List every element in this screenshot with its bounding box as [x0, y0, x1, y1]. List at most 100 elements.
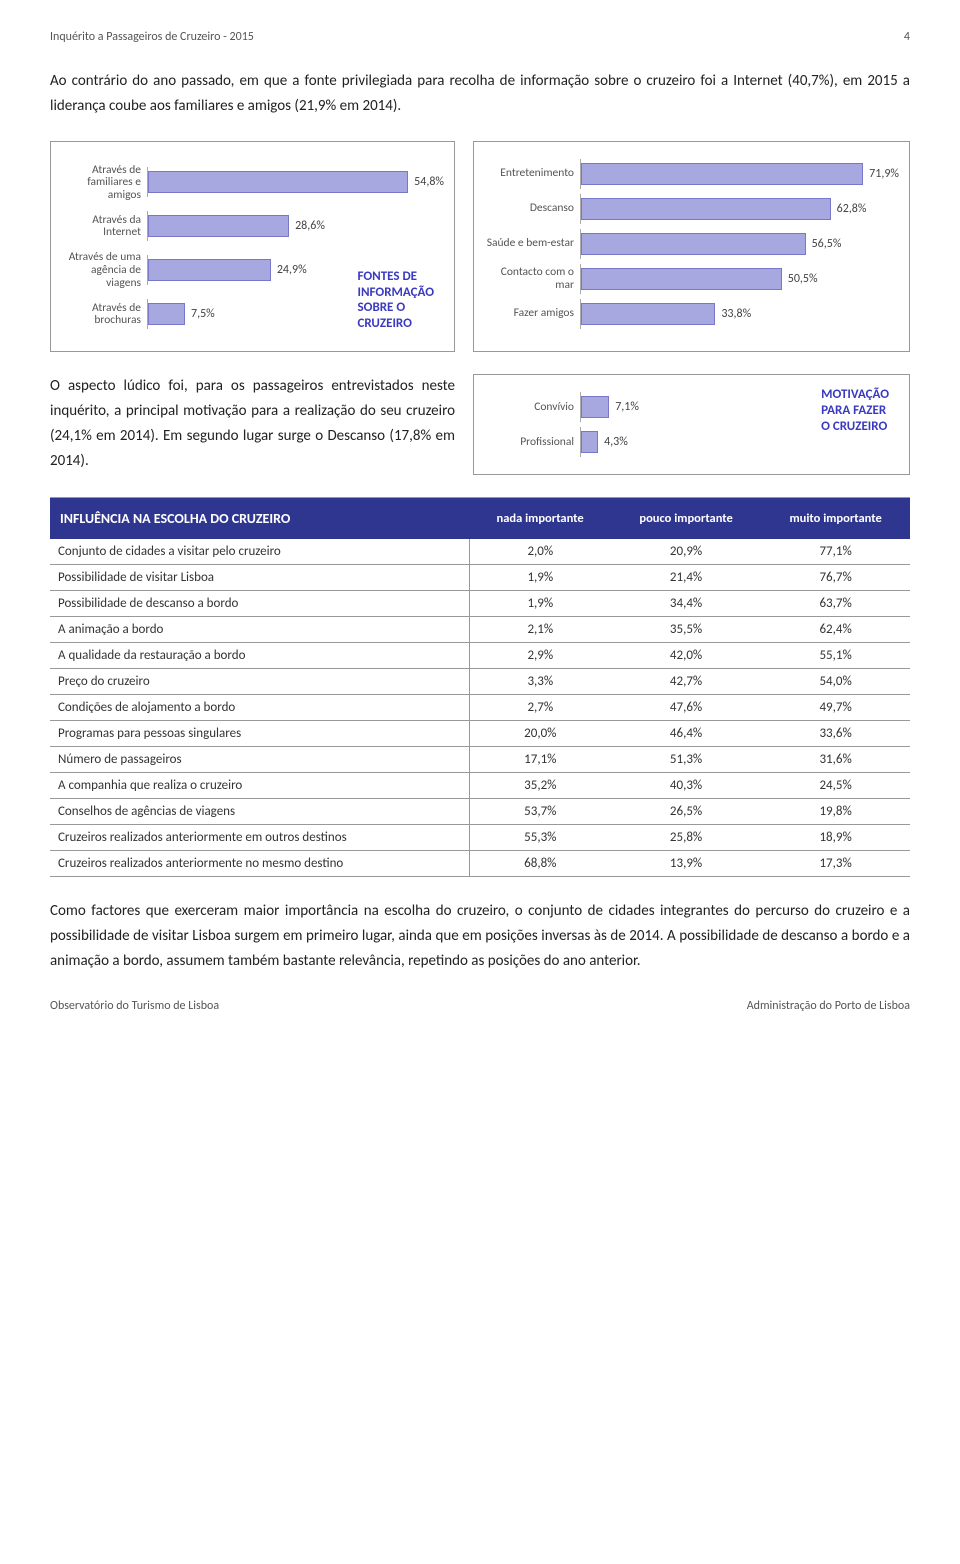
- chart-bar-row: Descanso 62,8%: [480, 194, 899, 224]
- chart-bar-track: 56,5%: [580, 229, 899, 259]
- chart-bar-fill: [581, 303, 715, 325]
- table-cell: 26,5%: [611, 799, 761, 825]
- table-title: INFLUÊNCIA NA ESCOLHA DO CRUZEIRO: [50, 498, 469, 539]
- table-row-label: Cruzeiros realizados anteriormente em ou…: [50, 825, 469, 851]
- chart-bar-fill: [581, 198, 831, 220]
- chart-bar-fill: [581, 163, 863, 185]
- footer-left: Observatório do Turismo de Lisboa: [50, 999, 219, 1013]
- chart-bar-label: Através de familiares e amigos: [57, 164, 147, 202]
- table-row-label: Possibilidade de descanso a bordo: [50, 591, 469, 617]
- table-row: Cruzeiros realizados anteriormente no me…: [50, 851, 910, 877]
- table-cell: 49,7%: [761, 695, 910, 721]
- chart-bar-track: 54,8%: [147, 167, 444, 197]
- chart-bar-value: 56,5%: [812, 237, 842, 251]
- table-row: Conjunto de cidades a visitar pelo cruze…: [50, 539, 910, 565]
- chart-bar-fill: [148, 303, 185, 325]
- table-row-label: Conjunto de cidades a visitar pelo cruze…: [50, 539, 469, 565]
- chart-bar-track: 33,8%: [580, 299, 899, 329]
- chart-bar-label: Saúde e bem-estar: [480, 237, 580, 250]
- closing-paragraph: Como factores que exerceram maior import…: [50, 899, 910, 973]
- chart-bar-label: Através de brochuras: [57, 302, 147, 327]
- chart-bar-value: 4,3%: [604, 435, 628, 449]
- charts-row: Através de familiares e amigos54,8%Atrav…: [50, 141, 910, 353]
- table-cell: 31,6%: [761, 747, 910, 773]
- table-cell: 47,6%: [611, 695, 761, 721]
- table-cell: 63,7%: [761, 591, 910, 617]
- chart-fontes-title: FONTES DEINFORMAÇÃOSOBRE OCRUZEIRO: [358, 269, 434, 331]
- chart-bar-value: 71,9%: [869, 167, 899, 181]
- table-cell: 1,9%: [469, 591, 611, 617]
- table-cell: 35,2%: [469, 773, 611, 799]
- table-cell: 53,7%: [469, 799, 611, 825]
- table-row: A qualidade da restauração a bordo2,9%42…: [50, 643, 910, 669]
- chart-bar-fill: [581, 431, 598, 453]
- table-row-label: Conselhos de agências de viagens: [50, 799, 469, 825]
- table-row: Possibilidade de visitar Lisboa1,9%21,4%…: [50, 565, 910, 591]
- page-header: Inquérito a Passageiros de Cruzeiro - 20…: [50, 30, 910, 44]
- table-row: Condições de alojamento a bordo2,7%47,6%…: [50, 695, 910, 721]
- table-row: Cruzeiros realizados anteriormente em ou…: [50, 825, 910, 851]
- table-row-label: Condições de alojamento a bordo: [50, 695, 469, 721]
- table-cell: 20,0%: [469, 721, 611, 747]
- chart-motivacao-bottom: Convívio7,1%Profissional4,3%MOTIVAÇÃOPAR…: [473, 374, 910, 475]
- table-cell: 25,8%: [611, 825, 761, 851]
- table-cell: 77,1%: [761, 539, 910, 565]
- table-row-label: Programas para pessoas singulares: [50, 721, 469, 747]
- chart-bar-row: Entretenimento 71,9%: [480, 159, 899, 189]
- chart-bar-row: Através da Internet 28,6%: [57, 211, 444, 241]
- chart-bar-row: Fazer amigos33,8%: [480, 299, 899, 329]
- chart-bar-value: 24,9%: [277, 263, 307, 277]
- table-col-0: nada importante: [469, 498, 611, 539]
- intro-paragraph: Ao contrário do ano passado, em que a fo…: [50, 69, 910, 119]
- table-cell: 34,4%: [611, 591, 761, 617]
- table-row-label: A animação a bordo: [50, 617, 469, 643]
- table-cell: 51,3%: [611, 747, 761, 773]
- table-cell: 24,5%: [761, 773, 910, 799]
- chart-bar-fill: [581, 233, 806, 255]
- chart-bar-row: Contacto com o mar50,5%: [480, 264, 899, 294]
- chart-bar-track: 71,9%: [580, 159, 899, 189]
- table-cell: 17,3%: [761, 851, 910, 877]
- chart-bar-value: 28,6%: [295, 219, 325, 233]
- chart-bar-label: Através da Internet: [57, 214, 147, 239]
- table-cell: 3,3%: [469, 669, 611, 695]
- table-cell: 55,1%: [761, 643, 910, 669]
- chart-bar-label: Convívio: [480, 401, 580, 414]
- chart-bar-fill: [581, 268, 782, 290]
- page-footer: Observatório do Turismo de Lisboa Admini…: [50, 999, 910, 1013]
- mid-text: O aspecto lúdico foi, para os passageiro…: [50, 374, 455, 475]
- table-cell: 42,0%: [611, 643, 761, 669]
- table-cell: 17,1%: [469, 747, 611, 773]
- table-cell: 19,8%: [761, 799, 910, 825]
- chart-bar-value: 62,8%: [837, 202, 867, 216]
- table-cell: 46,4%: [611, 721, 761, 747]
- table-cell: 13,9%: [611, 851, 761, 877]
- table-row: Possibilidade de descanso a bordo1,9%34,…: [50, 591, 910, 617]
- table-cell: 54,0%: [761, 669, 910, 695]
- chart-motivacao-title: MOTIVAÇÃOPARA FAZERO CRUZEIRO: [821, 387, 889, 434]
- table-cell: 42,7%: [611, 669, 761, 695]
- table-cell: 76,7%: [761, 565, 910, 591]
- chart-bar-fill: [148, 215, 289, 237]
- mid-row: O aspecto lúdico foi, para os passageiro…: [50, 374, 910, 475]
- table-cell: 18,9%: [761, 825, 910, 851]
- chart-bar-value: 33,8%: [721, 307, 751, 321]
- chart-bar-fill: [581, 396, 609, 418]
- table-cell: 2,0%: [469, 539, 611, 565]
- chart-bar-label: Através de uma agência de viagens: [57, 251, 147, 289]
- chart-bar-label: Entretenimento: [480, 167, 580, 180]
- table-row-label: Número de passageiros: [50, 747, 469, 773]
- table-cell: 62,4%: [761, 617, 910, 643]
- chart-bar-track: 62,8%: [580, 194, 899, 224]
- chart-bar-label: Descanso: [480, 202, 580, 215]
- table-cell: 55,3%: [469, 825, 611, 851]
- chart-fontes: Através de familiares e amigos54,8%Atrav…: [50, 141, 455, 353]
- chart-bar-value: 7,5%: [191, 307, 215, 321]
- chart-bar-row: Saúde e bem-estar 56,5%: [480, 229, 899, 259]
- table-row: Conselhos de agências de viagens53,7%26,…: [50, 799, 910, 825]
- chart-bar-row: Através de familiares e amigos54,8%: [57, 164, 444, 202]
- table-cell: 68,8%: [469, 851, 611, 877]
- table-col-2: muito importante: [761, 498, 910, 539]
- table-row-label: A companhia que realiza o cruzeiro: [50, 773, 469, 799]
- chart-bar-value: 7,1%: [615, 400, 639, 414]
